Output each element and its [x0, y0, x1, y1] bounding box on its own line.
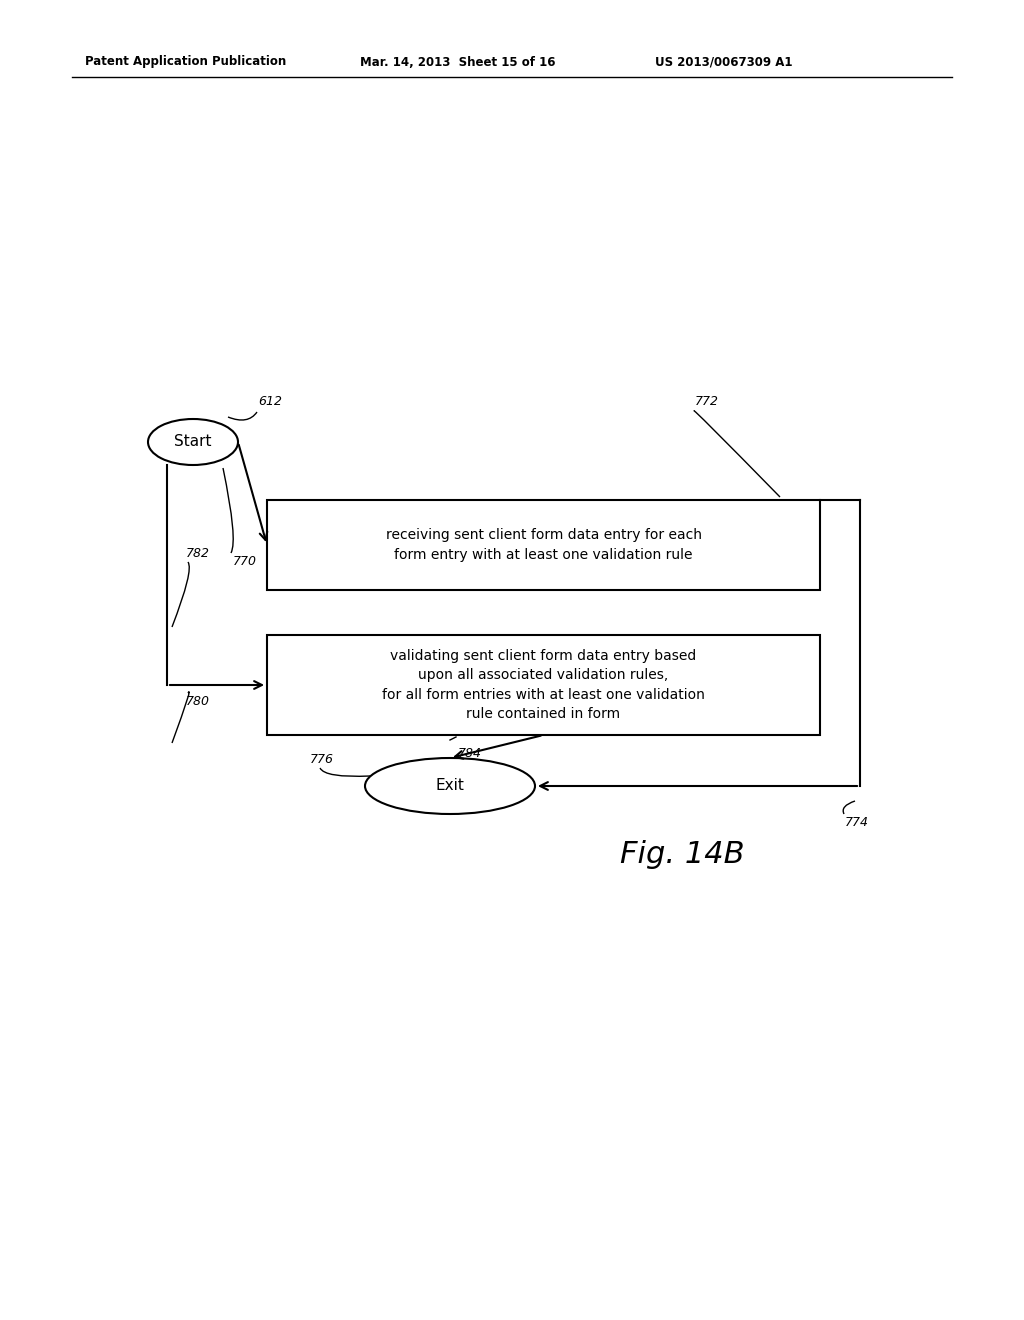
Text: 772: 772 — [695, 395, 719, 408]
FancyBboxPatch shape — [267, 635, 820, 735]
Text: Exit: Exit — [435, 779, 465, 793]
Text: 776: 776 — [310, 752, 334, 766]
Text: Start: Start — [174, 434, 212, 450]
Text: Fig. 14B: Fig. 14B — [620, 840, 744, 869]
Ellipse shape — [365, 758, 535, 814]
Text: Patent Application Publication: Patent Application Publication — [85, 55, 287, 69]
Text: 784: 784 — [458, 747, 482, 760]
Text: 770: 770 — [233, 554, 257, 568]
Text: validating sent client form data entry based
upon all associated validation rule: validating sent client form data entry b… — [382, 648, 705, 721]
FancyBboxPatch shape — [267, 500, 820, 590]
Text: 774: 774 — [845, 816, 869, 829]
Text: 612: 612 — [258, 395, 282, 408]
Text: receiving sent client form data entry for each
form entry with at least one vali: receiving sent client form data entry fo… — [385, 528, 701, 562]
Text: Mar. 14, 2013  Sheet 15 of 16: Mar. 14, 2013 Sheet 15 of 16 — [360, 55, 555, 69]
Text: 780: 780 — [186, 696, 210, 708]
Text: 782: 782 — [186, 546, 210, 560]
Ellipse shape — [148, 418, 238, 465]
Text: US 2013/0067309 A1: US 2013/0067309 A1 — [655, 55, 793, 69]
